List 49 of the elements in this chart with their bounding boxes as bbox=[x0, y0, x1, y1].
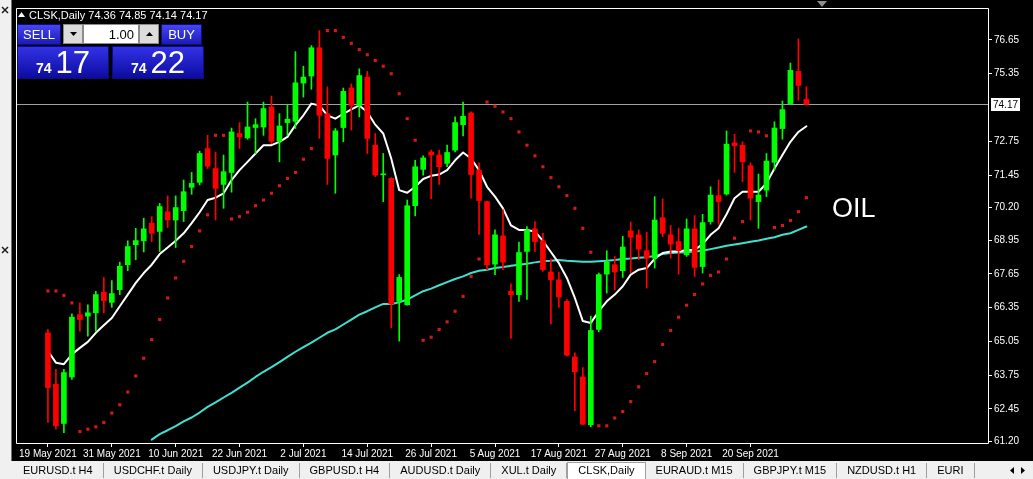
annotation: SELL bbox=[23, 27, 55, 42]
y-tick-label: 76.65 bbox=[994, 33, 1020, 45]
sell-price-box: 74 17 bbox=[17, 46, 109, 79]
annotation: 74 bbox=[130, 59, 147, 78]
tab: EURAUD.t M15 bbox=[645, 463, 744, 478]
y-tick-label: 71.45 bbox=[994, 168, 1020, 180]
y-tick-label: 62.45 bbox=[994, 402, 1020, 414]
tab: EURI bbox=[927, 463, 975, 478]
y-tick-label: 63.75 bbox=[994, 368, 1020, 380]
y-tick-label: 65.05 bbox=[994, 335, 1020, 347]
x-tick-label: 19 May 2021 bbox=[19, 447, 78, 459]
x-tick-label: 14 Jul 2021 bbox=[341, 447, 394, 459]
tab: AUDUSD.t Daily bbox=[390, 463, 492, 478]
x-tick-label: 27 Aug 2021 bbox=[594, 447, 652, 459]
x-tick-label: 22 Jun 2021 bbox=[212, 447, 268, 459]
x-tick-label: 26 Jul 2021 bbox=[405, 447, 458, 459]
tab: USDCHF.t Daily bbox=[103, 463, 203, 478]
annotation: 22 bbox=[150, 45, 186, 80]
y-tick-label: 72.75 bbox=[994, 135, 1020, 147]
x-tick-label: 17 Aug 2021 bbox=[530, 447, 588, 459]
y-tick-label: 70.20 bbox=[994, 201, 1020, 213]
buy-button: BUY bbox=[161, 24, 202, 45]
tab: GBPJPY.t M15 bbox=[743, 463, 838, 478]
tab: GBPUSD.t H4 bbox=[299, 463, 391, 478]
x-tick-label: 5 Aug 2021 bbox=[469, 447, 521, 459]
y-tick-label: 75.35 bbox=[994, 67, 1020, 79]
x-tick-label: 2 Jul 2021 bbox=[280, 447, 327, 459]
tab: EURUSD.t H4 bbox=[13, 463, 104, 478]
tab: USDJPY.t Daily bbox=[202, 463, 300, 478]
x-tick-label: 8 Sep 2021 bbox=[661, 447, 713, 459]
annotation: 74 bbox=[35, 59, 52, 78]
buy-price-box: 74 22 bbox=[112, 46, 204, 79]
x-tick-label: 10 Jun 2021 bbox=[148, 447, 204, 459]
annotation: BUY bbox=[168, 27, 195, 42]
y-tick-label: 61.20 bbox=[994, 435, 1020, 447]
chart-title: CLSK,Daily 74.36 74.85 74.14 74.17 bbox=[29, 9, 208, 21]
tab: CLSK,Daily bbox=[567, 462, 646, 479]
y-tick-label: 66.35 bbox=[994, 301, 1020, 313]
ref-line-label: 74.17 bbox=[993, 98, 1019, 110]
sell-button: SELL bbox=[17, 24, 61, 45]
lot-field: 1.00 bbox=[83, 24, 139, 44]
x-tick-label: 20 Sep 2021 bbox=[722, 447, 780, 459]
y-tick-label: 68.95 bbox=[994, 233, 1020, 245]
annotation: 1.00 bbox=[108, 26, 134, 42]
annotation: 17 bbox=[55, 45, 91, 80]
x-tick-label: 31 May 2021 bbox=[82, 447, 142, 459]
y-tick-label: 67.65 bbox=[994, 267, 1020, 279]
text: OIL bbox=[832, 193, 876, 223]
tab: NZDUSD.t H1 bbox=[837, 463, 928, 478]
